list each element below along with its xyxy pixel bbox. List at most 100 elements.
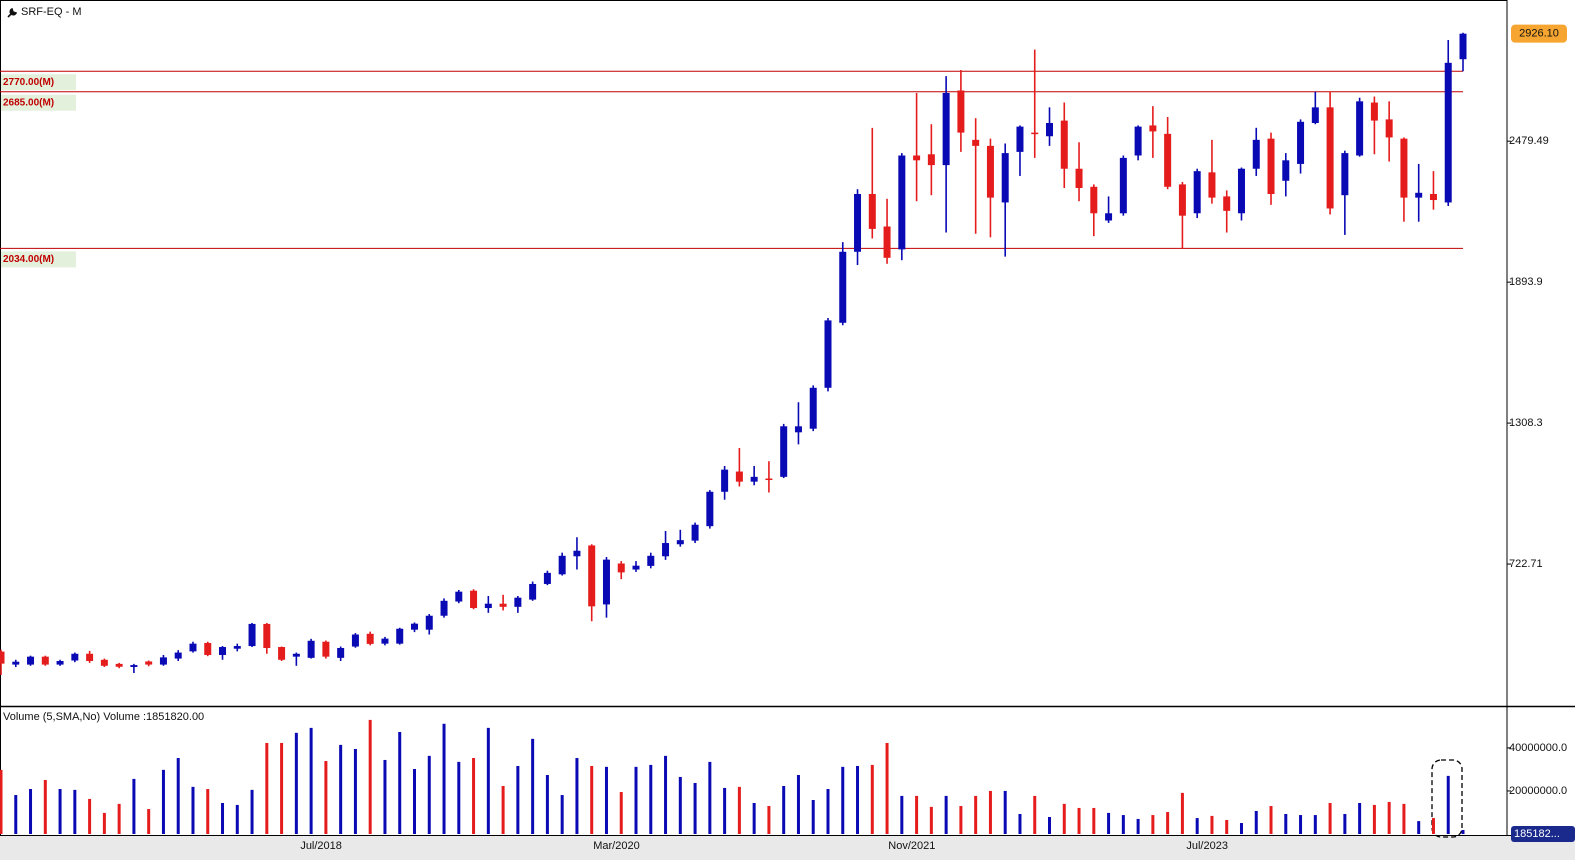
volume-bar	[442, 723, 446, 834]
volume-bar	[737, 786, 741, 834]
volume-bar	[1003, 790, 1007, 834]
volume-bar	[885, 742, 889, 834]
volume-bar	[1461, 830, 1465, 834]
candle-body	[1164, 133, 1172, 187]
candle-body	[1415, 192, 1423, 198]
level-label: 2685.00(M)	[3, 97, 54, 108]
volume-bar	[0, 769, 3, 834]
candle-body	[1370, 102, 1378, 121]
volume-bar	[1446, 775, 1450, 834]
candle-body	[558, 555, 566, 575]
chart-title: SRF-EQ - M	[21, 6, 82, 18]
volume-bar	[1180, 792, 1184, 834]
candle-body	[1075, 168, 1083, 188]
candle-body	[514, 597, 522, 607]
candle-body	[1341, 153, 1349, 196]
volume-bar	[1417, 821, 1421, 834]
candle-body	[41, 656, 49, 665]
volume-bar	[752, 803, 756, 834]
volume-bar	[1313, 815, 1317, 834]
candle-body	[499, 603, 507, 607]
volume-bar	[1107, 812, 1111, 834]
volume-bar	[486, 727, 490, 834]
volume-bar	[324, 761, 328, 834]
volume-bar	[383, 759, 387, 834]
candle-body	[204, 642, 212, 655]
volume-bar	[856, 765, 860, 834]
volume-bar	[73, 789, 77, 834]
volume-bar	[14, 795, 18, 834]
y-tick-label: 1893.9	[1509, 276, 1543, 288]
candle-body	[1356, 101, 1364, 156]
y-tick-label: 1308.3	[1509, 417, 1543, 429]
candle-body	[986, 145, 994, 198]
volume-bar	[575, 758, 579, 834]
volume-bar	[974, 795, 978, 834]
volume-bar	[1092, 807, 1096, 834]
volume-bar	[767, 806, 771, 834]
candle-body	[145, 661, 153, 665]
volume-bar	[427, 755, 431, 834]
candle-body	[839, 251, 847, 323]
volume-bar	[398, 731, 402, 834]
volume-bar	[265, 742, 269, 834]
volume-bar	[353, 748, 357, 834]
volume-bar	[1254, 810, 1258, 834]
volume-bar	[1299, 815, 1303, 834]
candle-body	[676, 540, 684, 545]
volume-bar	[191, 786, 195, 834]
candle-body	[278, 647, 286, 660]
candle-body	[1282, 160, 1290, 181]
volume-bar	[176, 758, 180, 834]
volume-bar	[723, 787, 727, 834]
y-tick-label: 2479.49	[1509, 135, 1549, 147]
volume-bar	[604, 766, 608, 834]
candle-body	[1326, 107, 1334, 209]
candle-body	[854, 194, 862, 252]
last-price-label: 2926.10	[1519, 28, 1559, 40]
candle-body	[898, 155, 906, 250]
volume-bar	[1387, 801, 1391, 834]
volume-bar	[412, 768, 416, 834]
volume-bar	[1328, 803, 1332, 834]
candle-body	[1178, 184, 1186, 216]
x-tick-label: Nov/2021	[888, 840, 935, 852]
candle-body	[484, 603, 492, 609]
volume-bar	[826, 789, 830, 834]
candle-body	[189, 643, 197, 652]
volume-bar	[235, 804, 239, 834]
candle-body	[1252, 139, 1260, 169]
candle-body	[470, 590, 478, 609]
volume-bar	[545, 775, 549, 834]
candle-body	[780, 426, 788, 477]
candle-body	[0, 651, 5, 664]
candle-body	[1429, 194, 1437, 201]
volume-bar	[221, 803, 225, 834]
volume-bar	[1062, 803, 1066, 834]
volume-bar	[959, 806, 963, 834]
candle-body	[1267, 138, 1275, 195]
volume-bar	[1018, 813, 1022, 834]
candle-body	[1400, 138, 1408, 198]
candle-body	[794, 426, 802, 433]
volume-bar	[117, 803, 121, 834]
volume-bar	[339, 744, 343, 834]
candle-body	[307, 640, 315, 658]
candle-body	[721, 469, 729, 492]
candle-body	[972, 139, 980, 146]
x-axis-strip	[0, 836, 1575, 860]
volume-bar	[1048, 816, 1052, 834]
candle-body	[824, 320, 832, 388]
candle-body	[1237, 168, 1245, 214]
volume-bar	[516, 765, 520, 834]
volume-bar	[664, 755, 668, 834]
volume-bar	[29, 789, 33, 834]
wrench-icon	[7, 7, 18, 18]
candle-body	[617, 563, 625, 573]
volume-y-tick-label: 20000000.0	[1509, 785, 1567, 797]
candle-body	[1193, 171, 1201, 214]
volume-bar	[708, 761, 712, 834]
volume-bar	[560, 795, 564, 834]
volume-y-tick-label: 40000000.0	[1509, 742, 1567, 754]
candle-body	[647, 555, 655, 566]
